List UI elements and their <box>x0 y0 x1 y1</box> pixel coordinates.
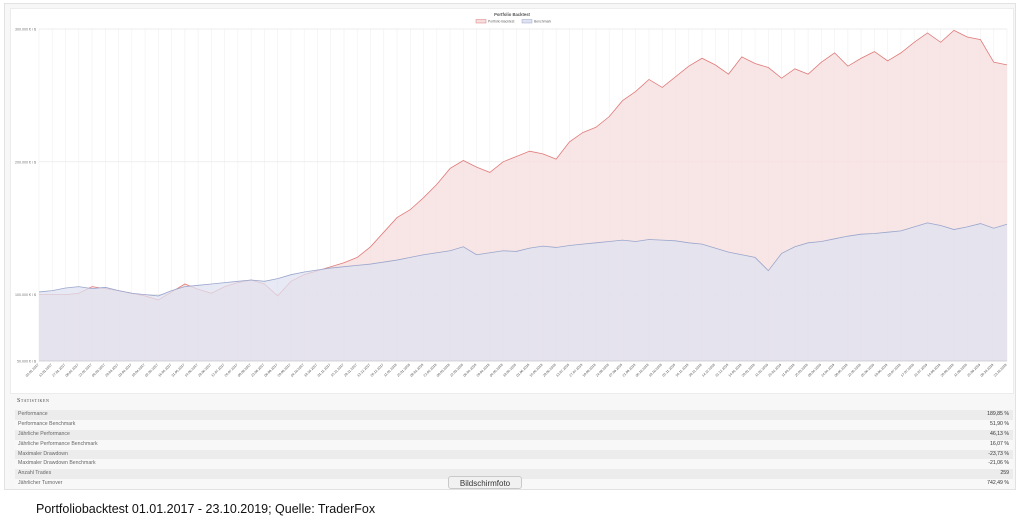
x-tick-label: 18.10.2017 <box>303 363 318 378</box>
statistics-label: Anzahl Trades <box>18 470 52 477</box>
statistics-value: 51,90 % <box>989 420 1009 427</box>
x-tick-label: 28.12.2017 <box>370 363 385 378</box>
statistics-label: Jährliche Performance Benchmark <box>18 440 98 447</box>
x-tick-label: 23.10.2019 <box>993 363 1008 378</box>
chart-panel: 50.000 € / $ 100.000 € / $ 200.000 € / $ 30… <box>10 8 1014 394</box>
chart-title: Portfolio Backtest <box>494 12 530 17</box>
report-frame: 50.000 € / $ 100.000 € / $ 200.000 € / $ 30… <box>4 3 1016 490</box>
statistics-label: Maximaler Drawdown <box>18 450 68 457</box>
statistics-value: -23,73 % <box>988 450 1009 457</box>
screenshot-button[interactable]: Bildschirmfoto <box>448 476 522 489</box>
statistics-row: Jährliche Performance 46,13 % <box>15 429 1013 440</box>
statistics-value: -21,06 % <box>988 460 1009 467</box>
statistics-row: Performance Benchmark 51,90 % <box>15 419 1013 430</box>
chart-svg: 50.000 € / $ 100.000 € / $ 200.000 € / $ 30… <box>15 12 1008 378</box>
legend-label: Benchmark <box>534 20 551 24</box>
x-tick-label: 28.08.2019 <box>940 363 955 378</box>
legend-swatch <box>521 19 533 24</box>
legend-label: Portfolio Backtest <box>488 20 514 24</box>
y-tick-label: 200.000 € / $ <box>15 160 36 164</box>
statistics-row: Maximaler Drawdown Benchmark -21,06 % <box>15 459 1013 470</box>
statistics-label: Performance <box>18 411 48 417</box>
statistics-row: Anzahl Trades 259 <box>15 469 1013 480</box>
y-tick-label: 50.000 € / $ <box>17 360 36 364</box>
legend-swatch <box>475 19 487 24</box>
statistics-label: Maximaler Drawdown Benchmark <box>18 460 96 467</box>
x-tick-label: 28.01.2019 <box>741 363 756 378</box>
statistics-row: Performance 189,85 % <box>15 410 1013 420</box>
statistics-label: Jährliche Performance <box>18 430 70 437</box>
statistics-value: 46,13 % <box>989 430 1009 437</box>
statistics-label: Performance Benchmark <box>18 420 76 427</box>
benchmark-line <box>38 222 1008 297</box>
statistics-title: Statistiken <box>17 398 50 404</box>
benchmark-area <box>39 222 1007 361</box>
statistics-value: 16,07 % <box>989 440 1009 447</box>
image-caption: Portfoliobacktest 01.01.2017 - 23.10.201… <box>36 502 376 516</box>
x-tick-label: 19.10.2018 <box>648 363 663 378</box>
statistics-value: 742,49 % <box>987 480 1009 487</box>
statistics-row: Maximaler Drawdown -23,73 % <box>15 449 1013 460</box>
statistics-row: Jährliche Performance Benchmark 16,07 % <box>15 439 1013 450</box>
y-tick-label: 300.000 € / $ <box>15 28 36 32</box>
statistics-label: Jährlicher Turnover <box>18 480 63 487</box>
x-tick-label: 25.02.2019 <box>767 363 782 378</box>
statistics-value: 189,85 % <box>987 411 1009 417</box>
y-tick-label: 100.000 € / $ <box>15 293 36 297</box>
statistics-value: 259 <box>1000 470 1009 477</box>
